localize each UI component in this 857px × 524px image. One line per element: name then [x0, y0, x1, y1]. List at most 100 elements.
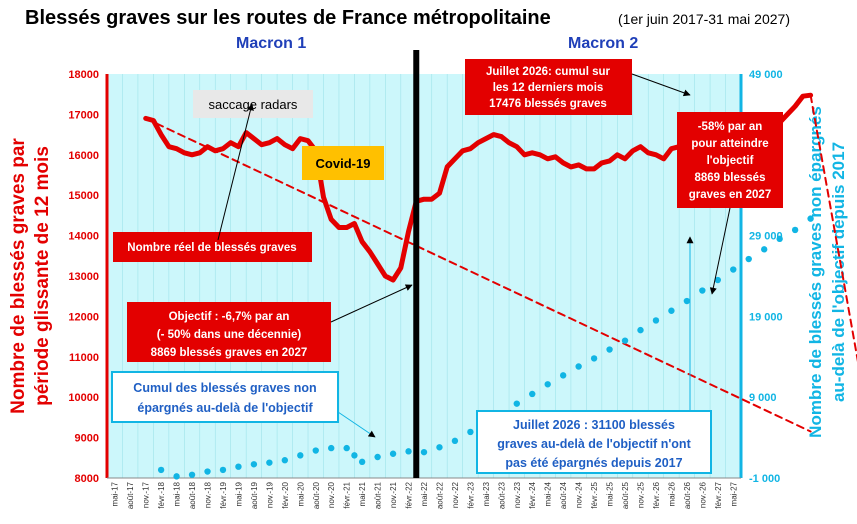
- x-tick-label: mai-19: [234, 481, 243, 506]
- annotation-juillet-total-line-3: pas été épargnés depuis 2017: [505, 456, 682, 470]
- cumul-point: [760, 246, 768, 253]
- annotation-needed-rate-line-5: graves en 2027: [689, 189, 771, 201]
- x-tick-label: août-18: [188, 481, 197, 509]
- x-tick-label: févr.-18: [157, 481, 166, 508]
- cumul-point: [544, 381, 551, 388]
- y-tick-label-left: 8000: [75, 473, 99, 485]
- x-tick-label: févr.-24: [528, 481, 537, 508]
- term-label-macron-1: Macron 1: [236, 35, 306, 52]
- annotation-needed-rate-line-2: pour atteindre: [691, 138, 768, 150]
- annotation-covid-text: Covid-19: [316, 156, 371, 171]
- x-tick-label: févr.-27: [714, 481, 723, 508]
- cumul-point: [328, 444, 335, 452]
- cumul-point: [157, 466, 165, 474]
- annotation-juillet-total-line-2: graves au-delà de l'objectif n'ont: [497, 437, 691, 451]
- cumul-point: [312, 447, 319, 454]
- annotation-radars-text: saccage radars: [209, 97, 298, 112]
- annotation-objectif-line-2: (- 50% dans une décennie): [157, 329, 302, 341]
- x-tick-label: nov.-20: [327, 481, 336, 508]
- cumul-point: [451, 437, 459, 445]
- x-tick-label: août-21: [374, 481, 383, 509]
- y-tick-label-left: 9000: [75, 433, 99, 445]
- annotation-cumul-label: Cumul des blessés graves non épargnés au…: [111, 371, 339, 423]
- y-axis-left: 8000 9000 10000 11000 12000 13000 14000 15000 16…: [68, 69, 99, 485]
- x-tick-label: févr.-20: [281, 481, 290, 508]
- x-tick-label: févr.-25: [590, 481, 599, 508]
- cumul-point: [173, 473, 180, 480]
- annotation-needed-rate-line-4: 8869 blessés: [695, 172, 766, 184]
- cumul-point: [204, 468, 211, 475]
- x-tick-label: févr.-26: [652, 481, 661, 508]
- annotation-needed-rate: -58% par an pour atteindre l'objectif 88…: [677, 112, 783, 208]
- y-tick-label-right: 49 000: [749, 69, 783, 81]
- x-tick-label: nov.-19: [265, 481, 274, 508]
- x-tick-label: mai-18: [173, 481, 182, 506]
- cumul-point: [436, 444, 443, 451]
- cumul-point: [652, 317, 660, 324]
- cumul-point: [358, 458, 366, 466]
- cumul-point: [606, 346, 613, 353]
- annotation-juillet-total: Juillet 2026 : 31100 blessés graves au-d…: [476, 410, 712, 474]
- x-tick-label: mai-20: [296, 481, 305, 506]
- annotation-objectif-line-1: Objectif : -6,7% par an: [169, 311, 290, 323]
- x-tick-label: févr.-19: [219, 481, 228, 508]
- x-tick-label: nov.-22: [451, 481, 460, 508]
- cumul-point: [188, 471, 196, 478]
- annotation-juillet-total-line-1: Juillet 2026 : 31100 blessés: [513, 418, 675, 432]
- cumul-point: [513, 400, 520, 407]
- y-tick-label-left: 14000: [68, 231, 99, 243]
- x-tick-label: août-25: [621, 481, 630, 509]
- x-tick-label: août-26: [683, 481, 692, 509]
- cumul-point: [389, 450, 397, 457]
- x-tick-label: févr.-21: [343, 481, 352, 508]
- x-tick-label: nov.-24: [575, 481, 584, 508]
- cumul-point: [351, 452, 358, 459]
- x-tick-label: nov.-21: [389, 481, 398, 508]
- cumul-point: [559, 372, 567, 379]
- x-tick-label: mai-17: [111, 481, 120, 506]
- y-tick-label-right: 29 000: [749, 231, 783, 243]
- annotation-objectif-line-3: 8869 blessés graves en 2027: [151, 347, 308, 359]
- x-tick-label: nov.-25: [636, 481, 645, 508]
- cumul-point: [668, 307, 675, 314]
- x-tick-label: août-17: [126, 481, 135, 509]
- cumul-point: [776, 235, 783, 243]
- cumul-point: [807, 215, 814, 222]
- y-tick-label-left: 12000: [68, 311, 99, 323]
- arrow-cumul-label: [337, 411, 376, 438]
- x-tick-label: nov.-18: [204, 481, 213, 508]
- x-tick-label: août-19: [250, 481, 259, 509]
- term-label-macron-2: Macron 2: [568, 35, 638, 52]
- x-tick-label: mai-26: [667, 481, 676, 506]
- x-tick-label: nov.-17: [142, 481, 151, 508]
- cumul-point: [730, 266, 737, 273]
- annotation-juillet-cumul-line-2: les 12 derniers mois: [493, 82, 604, 94]
- annotation-juillet-cumul: Juillet 2026: cumul sur les 12 derniers …: [465, 59, 632, 115]
- x-tick-label: févr.-23: [466, 481, 475, 508]
- annotation-cumul-label-line-2: épargnés au-delà de l'objectif: [137, 401, 313, 415]
- cumul-point: [343, 444, 350, 452]
- y-axis-left-title-line-2: période glissante de 12 mois: [32, 146, 53, 406]
- x-axis: mai-17 août-17 nov.-17 févr.-18 mai-18 août-1…: [111, 481, 739, 509]
- arrow-objectif: [330, 284, 413, 323]
- annotation-cumul-label-line-1: Cumul des blessés graves non: [133, 381, 316, 395]
- cumul-point: [235, 463, 242, 470]
- x-tick-label: mai-25: [606, 481, 615, 506]
- cumul-point: [699, 287, 706, 294]
- y-tick-label-left: 13000: [68, 271, 99, 283]
- cumul-point: [714, 276, 722, 284]
- x-tick-label: nov.-26: [698, 481, 707, 508]
- x-tick-label: nov.-23: [513, 481, 522, 508]
- x-tick-label: mai-22: [420, 481, 429, 506]
- y-tick-label-left: 15000: [68, 190, 99, 202]
- cumul-point: [405, 448, 412, 455]
- chart-subtitle: (1er juin 2017-31 mai 2027): [618, 11, 790, 27]
- annotation-needed-rate-line-1: -58% par an: [698, 121, 763, 133]
- cumul-point: [219, 466, 227, 474]
- x-tick-label: août-23: [497, 481, 506, 509]
- y-tick-label-right: -1 000: [749, 473, 780, 485]
- y-tick-label-left: 16000: [68, 150, 99, 162]
- series-objective-line: [144, 117, 812, 433]
- cumul-point: [420, 448, 428, 456]
